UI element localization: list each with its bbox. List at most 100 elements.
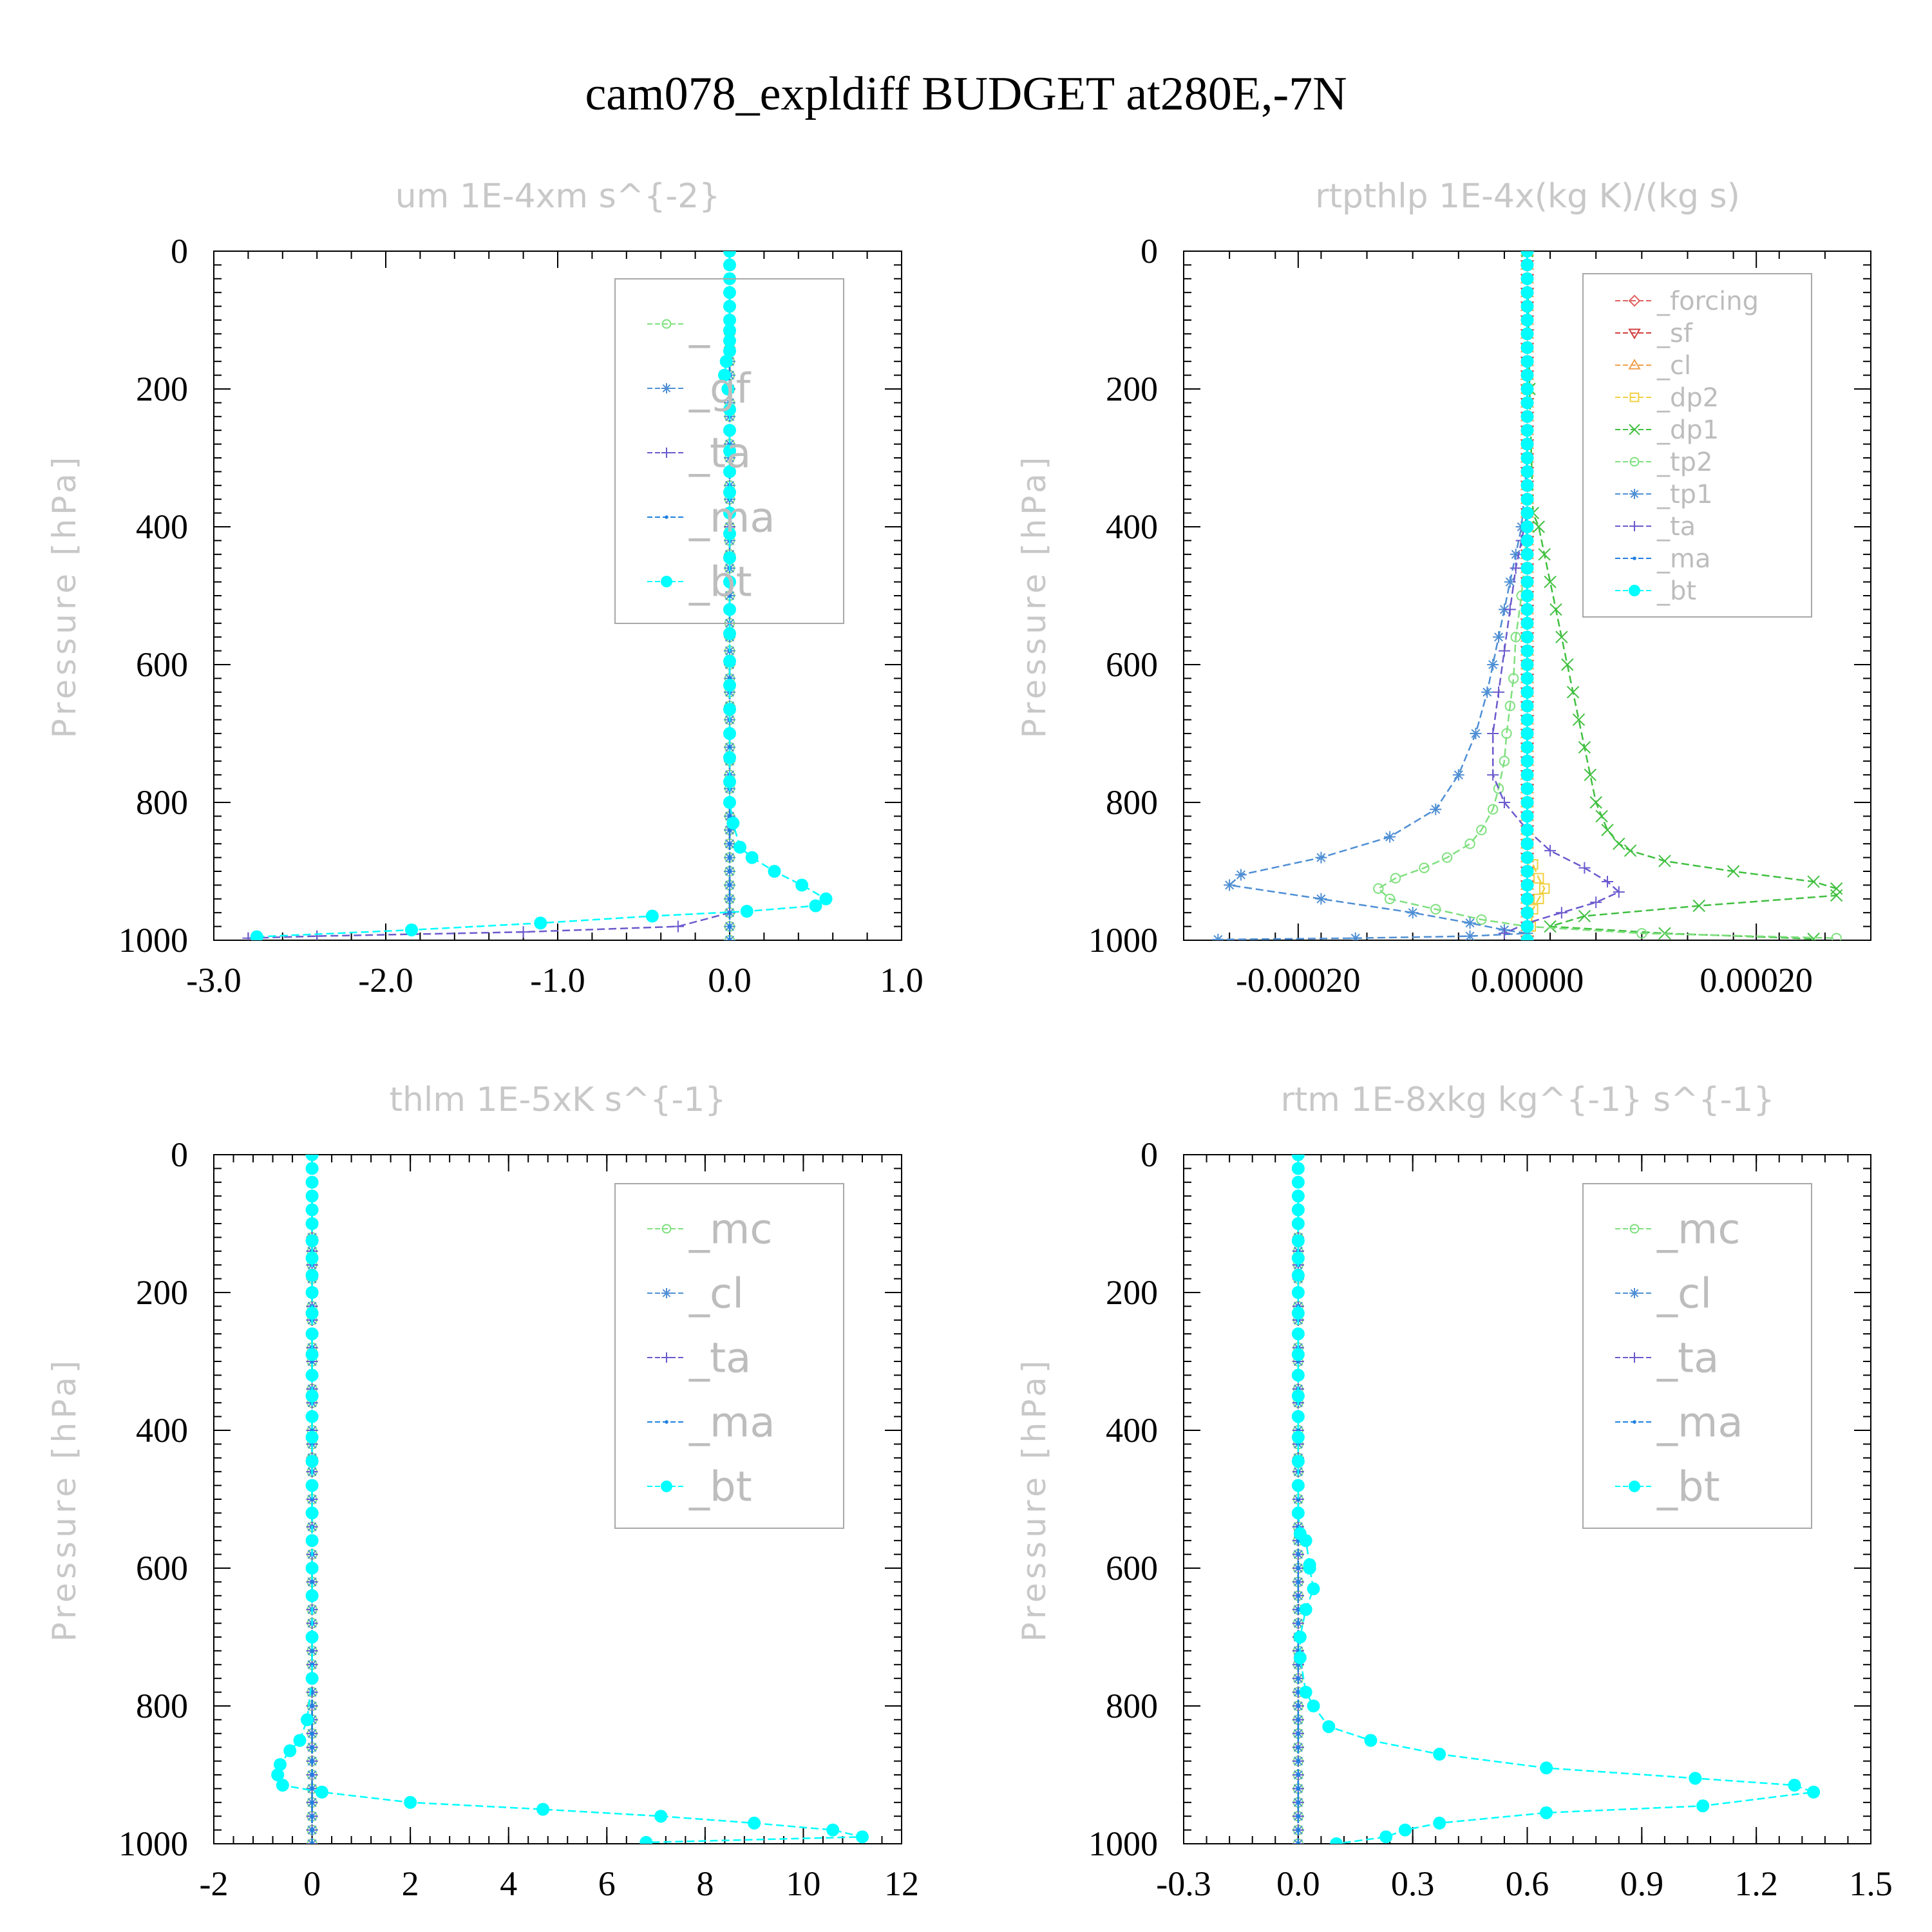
y-tick-label: 800 bbox=[1106, 783, 1158, 822]
data-point bbox=[1296, 1731, 1300, 1736]
data-point bbox=[1520, 713, 1534, 726]
data-point bbox=[293, 1734, 307, 1747]
data-point bbox=[1291, 1251, 1305, 1265]
data-point bbox=[405, 923, 419, 936]
data-point bbox=[1520, 465, 1534, 478]
data-point bbox=[1296, 1676, 1300, 1681]
data-point bbox=[305, 1479, 319, 1492]
data-point bbox=[1291, 1175, 1305, 1189]
data-point bbox=[310, 1800, 314, 1804]
data-point bbox=[310, 1814, 314, 1819]
data-point bbox=[1296, 1607, 1300, 1612]
data-point bbox=[1315, 893, 1327, 905]
data-point bbox=[1296, 1745, 1300, 1750]
data-point bbox=[719, 355, 733, 368]
legend-entry: _cl bbox=[1656, 351, 1691, 381]
data-point bbox=[305, 1430, 319, 1444]
data-point bbox=[1296, 1593, 1300, 1598]
y-tick-label: 400 bbox=[1106, 1411, 1158, 1450]
data-point bbox=[723, 314, 736, 327]
data-point bbox=[305, 1217, 319, 1230]
data-point bbox=[1498, 645, 1510, 657]
data-point bbox=[1520, 355, 1534, 368]
data-point bbox=[305, 1327, 319, 1341]
data-point bbox=[1689, 1772, 1702, 1785]
data-point bbox=[1470, 728, 1482, 739]
data-point bbox=[1601, 876, 1613, 888]
data-point bbox=[1692, 899, 1705, 913]
data-point bbox=[1595, 810, 1608, 823]
data-point bbox=[1613, 837, 1625, 850]
data-point bbox=[723, 444, 736, 458]
data-point bbox=[745, 851, 759, 864]
data-point bbox=[639, 1835, 653, 1844]
data-point bbox=[672, 920, 684, 933]
data-point bbox=[1379, 1830, 1393, 1844]
data-point bbox=[1520, 534, 1534, 547]
legend-marker bbox=[1629, 392, 1640, 402]
data-point bbox=[1658, 855, 1671, 867]
data-point bbox=[305, 1368, 319, 1382]
legend-marker bbox=[1628, 294, 1641, 307]
data-point bbox=[305, 1175, 319, 1189]
x-tick-label: -3.0 bbox=[186, 961, 241, 999]
series-bt bbox=[271, 1155, 869, 1844]
data-point bbox=[1807, 933, 1820, 940]
data-point bbox=[1520, 658, 1534, 671]
data-point bbox=[1291, 1479, 1305, 1492]
chart-panel-1: um 1E-4xm s^{-2} Pressure [hPa] -3.0 -2.0 -1… bbox=[46, 177, 923, 999]
data-point bbox=[1520, 685, 1534, 699]
x-tick-label: 0.0 bbox=[708, 961, 752, 999]
x-tick-label: 0.9 bbox=[1620, 1864, 1664, 1903]
data-point bbox=[1315, 851, 1327, 864]
data-point bbox=[723, 324, 736, 337]
data-point bbox=[1540, 1761, 1553, 1775]
data-point bbox=[305, 1562, 319, 1575]
data-point bbox=[723, 627, 736, 640]
data-point bbox=[1807, 875, 1820, 888]
data-point bbox=[1540, 1806, 1553, 1819]
data-point bbox=[1520, 327, 1534, 341]
data-point bbox=[1296, 1772, 1300, 1777]
data-point bbox=[1498, 927, 1510, 940]
data-point bbox=[826, 1823, 840, 1837]
legend: _forcing _sf _cl_dp2_dp1 _tp2 _tp1 _ta_ma_bt bbox=[1582, 273, 1812, 618]
legend-entry: _ma bbox=[688, 1399, 775, 1446]
legend-entry: _ma bbox=[688, 494, 775, 542]
data-point bbox=[1624, 844, 1637, 857]
data-point bbox=[748, 1816, 761, 1830]
data-point bbox=[1601, 824, 1614, 837]
data-point bbox=[1533, 893, 1544, 904]
data-point bbox=[1578, 741, 1591, 754]
data-point bbox=[1504, 603, 1516, 616]
data-point bbox=[1293, 1651, 1307, 1665]
data-point bbox=[1520, 299, 1534, 313]
legend-marker bbox=[1629, 489, 1640, 499]
data-point bbox=[1293, 1631, 1307, 1643]
legend-marker bbox=[661, 319, 672, 329]
data-point bbox=[1578, 862, 1591, 874]
x-tick-label: -0.00020 bbox=[1236, 961, 1360, 999]
data-point bbox=[310, 1759, 314, 1763]
data-point bbox=[1430, 803, 1442, 815]
series-group bbox=[271, 1155, 869, 1844]
data-point bbox=[1291, 1455, 1305, 1468]
data-point bbox=[1291, 1234, 1305, 1247]
data-point bbox=[1508, 673, 1519, 684]
data-point bbox=[517, 926, 529, 938]
data-point bbox=[819, 892, 833, 905]
data-point bbox=[723, 679, 736, 692]
data-point bbox=[1520, 478, 1534, 492]
data-point bbox=[723, 796, 736, 809]
data-point bbox=[1487, 769, 1499, 781]
x-tick-label: 0.6 bbox=[1506, 1864, 1549, 1903]
data-point bbox=[536, 1803, 550, 1816]
legend-entry: _ma bbox=[1656, 544, 1710, 574]
data-point bbox=[1520, 754, 1534, 768]
data-point bbox=[310, 1497, 314, 1502]
legend-marker bbox=[1629, 1224, 1640, 1234]
legend-entry: _tp2 bbox=[1656, 448, 1713, 477]
data-point bbox=[740, 905, 753, 918]
data-point bbox=[1520, 823, 1534, 837]
x-tick-label: 1.2 bbox=[1734, 1864, 1778, 1903]
